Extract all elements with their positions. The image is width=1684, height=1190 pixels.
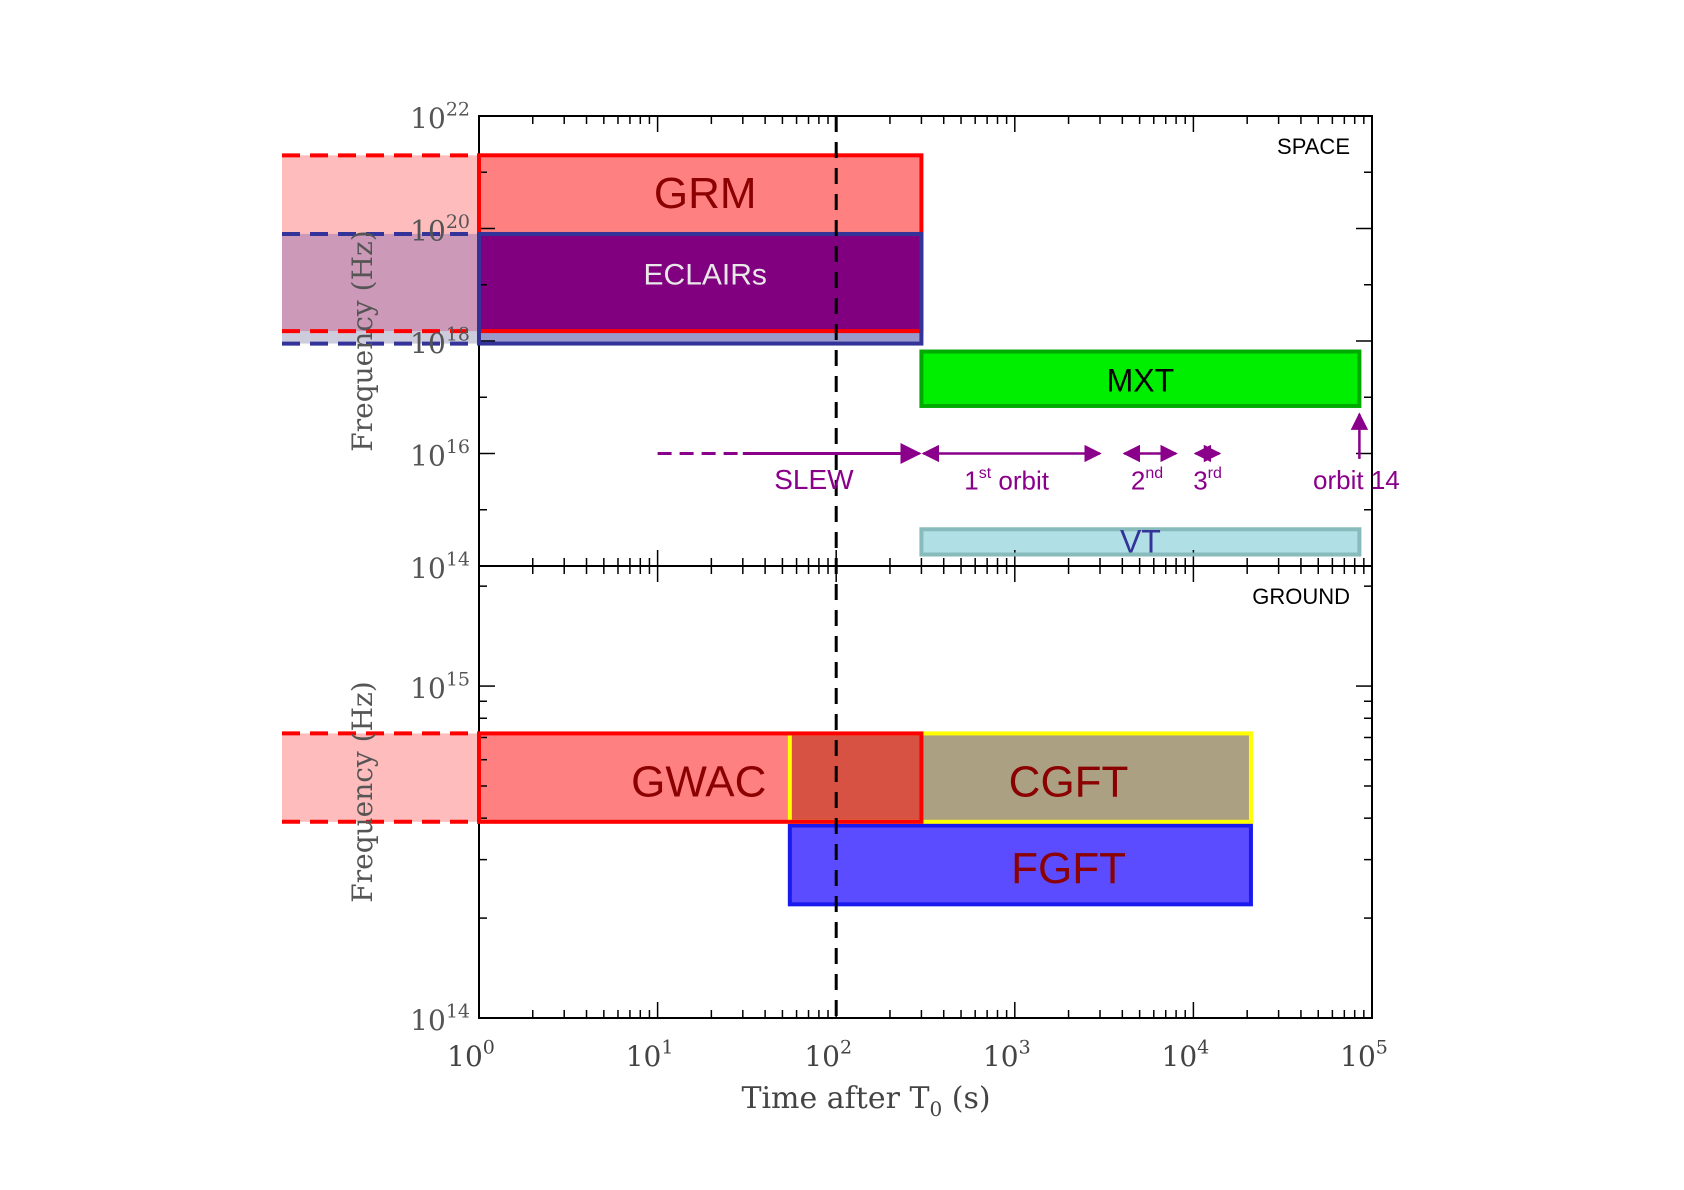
band-label-vt: VT bbox=[1120, 524, 1161, 560]
y-tick-label-ground-base: 10 bbox=[410, 672, 446, 705]
space-band-vt-outline bbox=[919, 527, 1362, 557]
y-tick-label-ground-base: 10 bbox=[410, 1004, 446, 1037]
y-tick-label-space-base: 10 bbox=[410, 215, 446, 248]
ground-band-fgft bbox=[789, 825, 1251, 905]
x-axis-label-unit: (s) bbox=[942, 1081, 990, 1116]
y-tick-label-space-sup: 20 bbox=[446, 211, 470, 233]
slew-label: SLEW bbox=[774, 464, 854, 495]
space-band-eclairs-outline bbox=[477, 231, 924, 346]
band-label-mxt: MXT bbox=[1107, 362, 1175, 398]
x-tick-label: 105 bbox=[1340, 1036, 1388, 1073]
orbit14-label: orbit 14 bbox=[1313, 465, 1400, 495]
y-tick-label-space-sup: 14 bbox=[446, 548, 470, 570]
x-axis-label: Time after T0 (s) bbox=[741, 1081, 990, 1121]
x-tick-label-sup: 5 bbox=[1376, 1036, 1388, 1058]
orbit-label-1: 1st orbit bbox=[964, 465, 1050, 496]
y-tick-label-space-sup: 16 bbox=[446, 436, 470, 458]
x-tick-label-base: 10 bbox=[447, 1040, 483, 1073]
bands-layer bbox=[282, 155, 1360, 905]
space-band-vt bbox=[921, 529, 1360, 555]
x-tick-label: 103 bbox=[983, 1036, 1031, 1073]
orbit-label-3-base: 3 bbox=[1193, 466, 1207, 496]
band-label-grm: GRM bbox=[654, 169, 757, 218]
orbit-label-1-sup: st bbox=[979, 465, 992, 482]
x-tick-label-base: 10 bbox=[1340, 1040, 1376, 1073]
ground-band-gwac-extension bbox=[282, 733, 479, 822]
y-tick-label-ground-sup: 14 bbox=[446, 1000, 470, 1022]
space-overlap-grm-eclairs bbox=[479, 233, 922, 332]
x-tick-label-sup: 0 bbox=[483, 1036, 495, 1058]
x-tick-label: 102 bbox=[804, 1036, 852, 1073]
ground-band-gwac-outline bbox=[477, 731, 924, 824]
panel-title-ground: GROUND bbox=[1252, 584, 1350, 609]
annotation-layer bbox=[282, 116, 1369, 1018]
x-tick-label-base: 10 bbox=[626, 1040, 662, 1073]
y-tick-label-space: 1014 bbox=[410, 548, 470, 585]
band-label-gwac: GWAC bbox=[631, 757, 766, 806]
panel-title-space: SPACE bbox=[1277, 134, 1350, 159]
orbit-label-3-sup: rd bbox=[1208, 465, 1222, 482]
y-axis-label-space: Frequency (Hz) bbox=[346, 230, 379, 451]
space-overlap-extension bbox=[282, 233, 479, 332]
x-tick-label: 101 bbox=[626, 1036, 674, 1073]
ground-band-fgft-outline bbox=[787, 823, 1253, 907]
y-tick-label-space-base: 10 bbox=[410, 440, 446, 473]
band-label-eclairs: ECLAIRs bbox=[644, 258, 767, 291]
orbit-label-1-suffix: orbit bbox=[991, 466, 1050, 496]
x-axis-label-sub: 0 bbox=[929, 1097, 942, 1121]
y-tick-label-space: 1018 bbox=[410, 323, 470, 360]
orbit-label-1-base: 1 bbox=[964, 466, 978, 496]
y-tick-label-space: 1016 bbox=[410, 436, 470, 473]
y-tick-label-space-sup: 22 bbox=[446, 98, 470, 120]
x-tick-label-base: 10 bbox=[983, 1040, 1019, 1073]
y-tick-label-ground: 1014 bbox=[410, 1000, 470, 1037]
y-axis-label-ground: Frequency (Hz) bbox=[346, 681, 379, 902]
x-tick-label-sup: 4 bbox=[1197, 1036, 1209, 1058]
y-tick-label-space: 1020 bbox=[410, 211, 470, 248]
orbit-label-2: 2nd bbox=[1131, 465, 1163, 496]
y-tick-label-space-base: 10 bbox=[410, 102, 446, 135]
x-tick-label: 100 bbox=[447, 1036, 495, 1073]
y-tick-label-space-base: 10 bbox=[410, 327, 446, 360]
x-tick-label-base: 10 bbox=[1162, 1040, 1198, 1073]
orbit-label-3: 3rd bbox=[1193, 465, 1222, 496]
orbit-label-2-base: 2 bbox=[1131, 466, 1145, 496]
y-tick-label-space: 1022 bbox=[410, 98, 470, 135]
y-tick-label-space-base: 10 bbox=[410, 552, 446, 585]
x-tick-label-base: 10 bbox=[804, 1040, 840, 1073]
y-tick-label-ground: 1015 bbox=[410, 668, 470, 705]
x-tick-label-sup: 1 bbox=[661, 1036, 673, 1058]
ground-overlap-gwac-cgft bbox=[789, 733, 922, 822]
x-tick-label: 104 bbox=[1162, 1036, 1210, 1073]
space-band-mxt bbox=[921, 351, 1360, 406]
y-tick-label-space-sup: 18 bbox=[446, 323, 470, 345]
y-tick-label-ground-sup: 15 bbox=[446, 668, 470, 690]
band-label-fgft: FGFT bbox=[1011, 844, 1126, 893]
x-axis-label-main: Time after T bbox=[741, 1081, 929, 1116]
x-tick-label-sup: 3 bbox=[1019, 1036, 1031, 1058]
space-band-mxt-outline bbox=[919, 349, 1362, 408]
orbit-label-2-sup: nd bbox=[1145, 465, 1163, 482]
ground-band-cgft-outline bbox=[787, 731, 1253, 824]
band-label-cgft: CGFT bbox=[1009, 757, 1129, 806]
x-tick-label-sup: 2 bbox=[840, 1036, 852, 1058]
